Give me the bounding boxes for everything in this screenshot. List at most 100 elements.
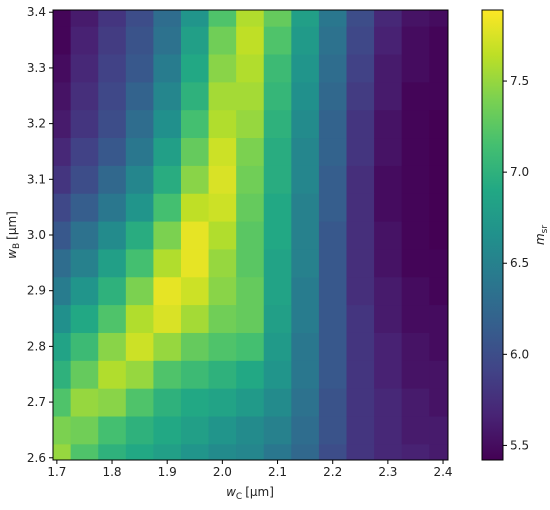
- heatmap-cell: [180, 26, 210, 55]
- heatmap-cell: [236, 165, 265, 194]
- heatmap-cell: [153, 360, 182, 389]
- heatmap-cell: [346, 248, 375, 278]
- heatmap-cell: [429, 193, 448, 222]
- x-axis-label: wC [µm]: [226, 485, 274, 502]
- heatmap-cell: [346, 388, 375, 417]
- x-tick-label: 2.2: [323, 465, 342, 479]
- heatmap-cell: [53, 248, 72, 278]
- heatmap-cell: [180, 388, 210, 417]
- heatmap-cell: [125, 109, 154, 139]
- x-tick-label: 2.3: [378, 465, 397, 479]
- heatmap-cell: [153, 332, 182, 361]
- heatmap-cell: [236, 109, 265, 139]
- heatmap-cell: [180, 360, 210, 389]
- heatmap-cell: [263, 193, 292, 222]
- heatmap-cell: [53, 10, 72, 27]
- heatmap-cell: [291, 360, 320, 389]
- heatmap-cell: [153, 221, 182, 250]
- x-tick-label: 1.7: [47, 465, 66, 479]
- heatmap-cell: [236, 53, 265, 83]
- x-tick-label: 2.0: [213, 465, 232, 479]
- heatmap-cell: [208, 109, 237, 139]
- heatmap-cell: [291, 221, 320, 250]
- heatmap-cell: [263, 332, 292, 361]
- heatmap-cell: [263, 248, 292, 278]
- heatmap-cell: [346, 416, 375, 445]
- heatmap-cell: [125, 193, 154, 222]
- heatmap-cell: [263, 165, 292, 194]
- heatmap-cell: [401, 81, 430, 111]
- heatmap-cell: [346, 332, 375, 361]
- heatmap-cell: [318, 53, 347, 83]
- heatmap-cell: [236, 332, 265, 361]
- heatmap-cell: [374, 332, 403, 361]
- heatmap-cell: [208, 10, 237, 27]
- heatmap-cell: [291, 248, 320, 278]
- heatmap-cell: [374, 304, 403, 333]
- heatmap-cell: [125, 26, 154, 55]
- heatmap-cell: [374, 109, 403, 139]
- heatmap-cell: [346, 81, 375, 111]
- heatmap-cell: [374, 248, 403, 278]
- heatmap-cell: [236, 221, 265, 250]
- heatmap-cell: [53, 26, 72, 55]
- heatmap-cell: [125, 248, 154, 278]
- y-tick-label: 3.0: [27, 228, 46, 242]
- heatmap-cell: [70, 304, 99, 333]
- heatmap-cell: [291, 109, 320, 139]
- heatmap-cell: [263, 53, 292, 83]
- heatmap-cell: [180, 137, 210, 166]
- heatmap-cell: [208, 81, 237, 111]
- heatmap-cell: [70, 137, 99, 166]
- heatmap-cell: [53, 137, 72, 166]
- heatmap-cell: [70, 443, 99, 460]
- heatmap-cell: [70, 165, 99, 194]
- heatmap-cell: [70, 388, 99, 417]
- heatmap-cell: [263, 416, 292, 445]
- heatmap-cell: [70, 81, 99, 111]
- heatmap-cell: [53, 165, 72, 194]
- heatmap-cell: [429, 388, 448, 417]
- heatmap-cell: [401, 304, 430, 333]
- heatmap-cell: [263, 443, 292, 460]
- heatmap-cell: [374, 26, 403, 55]
- heatmap-cell: [374, 81, 403, 111]
- y-tick-label: 3.2: [27, 117, 46, 131]
- heatmap-cell: [98, 109, 127, 139]
- heatmap-cell: [98, 360, 127, 389]
- heatmap-cell: [346, 360, 375, 389]
- heatmap-cell: [98, 388, 127, 417]
- heatmap-cell: [208, 360, 237, 389]
- heatmap-cell: [318, 248, 347, 278]
- heatmap-cell: [401, 53, 430, 83]
- heatmap-cell: [401, 137, 430, 166]
- heatmap-cell: [236, 304, 265, 333]
- heatmap-cell: [291, 388, 320, 417]
- heatmap-cell: [263, 221, 292, 250]
- heatmap-cell: [125, 276, 154, 306]
- heatmap-cell: [374, 165, 403, 194]
- heatmap-cell: [263, 81, 292, 111]
- heatmap-cell: [98, 53, 127, 83]
- heatmap-cell: [208, 332, 237, 361]
- heatmap-cell: [374, 221, 403, 250]
- heatmap-cell: [98, 137, 127, 166]
- heatmap-cell: [208, 193, 237, 222]
- heatmap-cell: [291, 10, 320, 27]
- heatmap-cell: [153, 248, 182, 278]
- heatmap-cell: [180, 221, 210, 250]
- heatmap-cell: [346, 137, 375, 166]
- heatmap-cell: [346, 165, 375, 194]
- heatmap-cell: [125, 81, 154, 111]
- heatmap-cell: [429, 304, 448, 333]
- heatmap-cell: [125, 165, 154, 194]
- heatmap-cell: [70, 193, 99, 222]
- heatmap-cell: [263, 10, 292, 27]
- heatmap-cell: [153, 53, 182, 83]
- heatmap-cell: [374, 193, 403, 222]
- heatmap-cell: [125, 332, 154, 361]
- heatmap-cell: [208, 53, 237, 83]
- heatmap-cell: [318, 193, 347, 222]
- heatmap-cell: [236, 137, 265, 166]
